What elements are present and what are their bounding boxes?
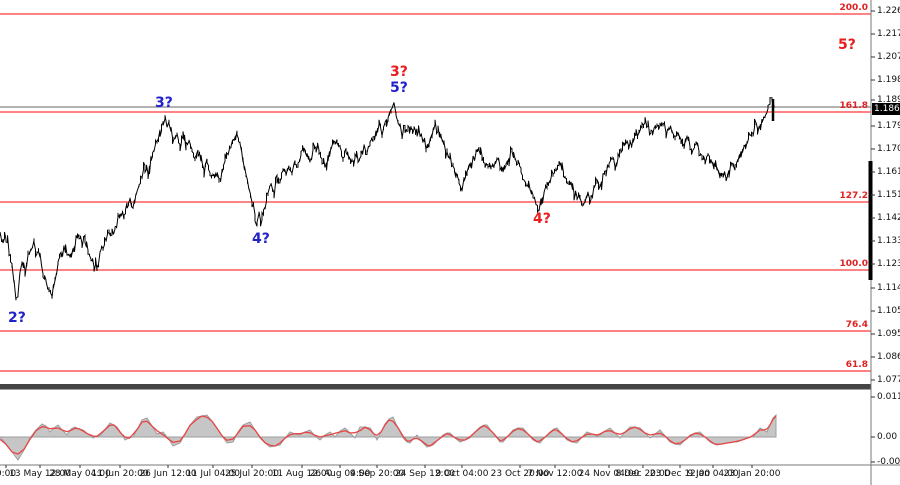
time-tick-label: 9 Oct 04:00 bbox=[435, 469, 489, 479]
price-tick-label: 1.2076 bbox=[877, 52, 900, 62]
wave-label-5: 5? bbox=[390, 80, 408, 96]
fib-label-76.4: 76.4 bbox=[845, 320, 868, 330]
price-tick-label: 1.1146 bbox=[877, 283, 900, 293]
wave-label-2: 2? bbox=[8, 310, 26, 326]
time-tick-label: 11 Jul 04:00 bbox=[186, 469, 240, 479]
time-tick-label: 23 Dec 12:00 bbox=[649, 469, 711, 479]
price-tick-label: 1.0771 bbox=[877, 375, 900, 385]
price-tick-label: 1.1796 bbox=[877, 121, 900, 131]
time-tick-label: 23 Oct 20:00 bbox=[490, 469, 550, 479]
oscillator-tick-label: 0.00 bbox=[877, 432, 898, 442]
oscillator-tick-label: 0.01174 bbox=[877, 392, 900, 402]
price-tick-label: 1.0956 bbox=[877, 329, 900, 339]
fib-label-100.0: 100.0 bbox=[839, 259, 868, 269]
current-price-box: 1.1866 bbox=[872, 103, 900, 115]
time-tick-label: 11 Aug 12:00 bbox=[271, 469, 333, 479]
time-tick-label: 26 Aug 04:00 bbox=[309, 469, 371, 479]
wave-label-5: 5? bbox=[838, 37, 856, 53]
time-tick-label: 24 Sep 12:00 bbox=[394, 469, 456, 479]
time-tick-label: 8 Dec 20:00 bbox=[615, 469, 671, 479]
price-tick-label: 1.1426 bbox=[877, 213, 900, 223]
price-series-bars bbox=[0, 97, 775, 301]
time-tick-label: 11 Jun 20:00 bbox=[91, 469, 149, 479]
price-tick-label: 1.1236 bbox=[877, 259, 900, 269]
time-tick-label: 24 Nov 04:00 bbox=[578, 469, 640, 479]
oscillator-tick-label: -0.00759 bbox=[877, 457, 900, 467]
time-tick-label: 0:00 bbox=[0, 469, 17, 479]
oscillator-signal-line bbox=[0, 415, 777, 455]
time-tick-label: 28 May 04:00 bbox=[49, 469, 111, 479]
fib-label-200.0: 200.0 bbox=[839, 3, 868, 13]
wave-label-3: 3? bbox=[155, 95, 173, 111]
time-tick-label: 25 Jul 20:00 bbox=[225, 469, 279, 479]
fib-label-61.8: 61.8 bbox=[845, 360, 868, 370]
wave-label-4: 4? bbox=[252, 231, 270, 247]
time-tick-label: 23 Jan 20:00 bbox=[723, 469, 781, 479]
time-tick-label: 7 Nov 12:00 bbox=[527, 469, 583, 479]
pane-separator[interactable] bbox=[0, 384, 871, 390]
price-tick-label: 1.1986 bbox=[877, 75, 900, 85]
wave-label-3: 3? bbox=[390, 64, 408, 80]
price-tick-label: 1.2266 bbox=[877, 6, 900, 16]
time-tick-label: 9 Jan 04:00 bbox=[687, 469, 739, 479]
time-tick-label: 13 May 12:00 bbox=[9, 469, 71, 479]
axis-scroll-indicator[interactable] bbox=[868, 161, 873, 280]
fib-label-127.2: 127.2 bbox=[839, 191, 868, 201]
time-tick-label: 9 Sep 20:00 bbox=[349, 469, 405, 479]
fib-label-161.8: 161.8 bbox=[839, 101, 868, 111]
price-tick-label: 1.1706 bbox=[877, 144, 900, 154]
wave-label-4: 4? bbox=[533, 211, 551, 227]
price-tick-label: 1.1516 bbox=[877, 190, 900, 200]
time-tick-label: 26 Jun 12:00 bbox=[139, 469, 197, 479]
